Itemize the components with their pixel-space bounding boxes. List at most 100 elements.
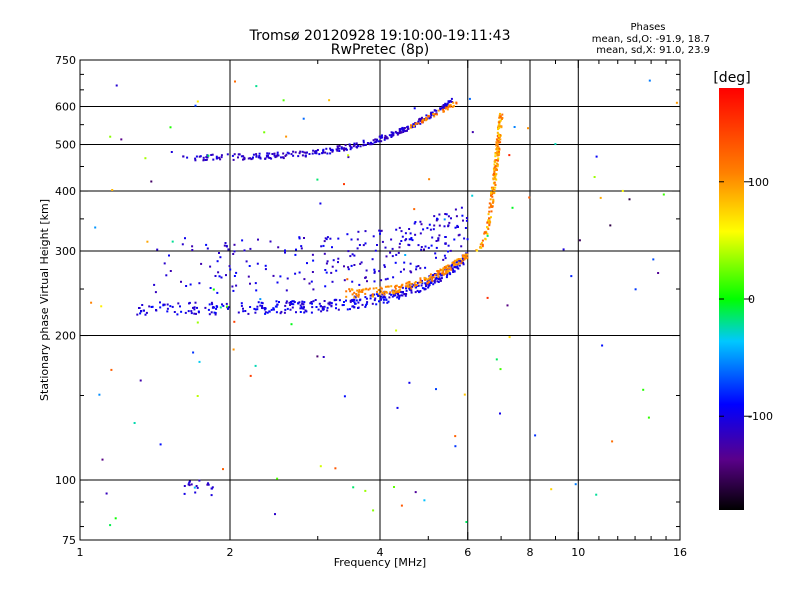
echo-point — [376, 138, 379, 141]
echo-point — [402, 291, 404, 293]
echo-point — [188, 480, 191, 483]
echo-point — [451, 261, 454, 264]
echo-point — [403, 293, 406, 295]
echo-point — [449, 104, 451, 107]
echo-point — [303, 301, 306, 304]
echo-point — [343, 265, 345, 268]
echo-point — [162, 304, 165, 307]
echo-point — [242, 310, 245, 313]
echo-point — [359, 298, 362, 301]
echo-point — [457, 263, 460, 266]
echo-point — [419, 119, 422, 122]
echo-point — [322, 356, 325, 358]
echo-point — [454, 226, 457, 229]
echo-point — [251, 157, 254, 160]
echo-point — [171, 240, 174, 243]
echo-point — [481, 239, 484, 242]
echo-point — [436, 113, 438, 116]
echo-point — [169, 126, 172, 129]
echo-point — [315, 150, 318, 153]
echo-point — [200, 262, 203, 265]
echo-point — [409, 262, 412, 265]
echo-point — [431, 276, 434, 279]
echo-point — [410, 291, 413, 294]
echo-point — [459, 259, 462, 262]
echo-point — [350, 146, 353, 149]
echo-point — [410, 238, 413, 241]
echo-point — [496, 159, 499, 162]
echo-point — [280, 310, 283, 313]
echo-point — [437, 109, 440, 112]
echo-point — [181, 243, 184, 246]
echo-point — [383, 298, 385, 301]
echo-point — [196, 306, 198, 309]
echo-point — [407, 127, 410, 130]
echo-point — [438, 234, 441, 237]
echo-point — [206, 483, 209, 486]
x-axis: 1 2 4 6 8 10 16 — [77, 60, 687, 559]
y-tick-label: 600 — [55, 101, 76, 114]
echo-point — [397, 294, 400, 297]
echo-point — [371, 302, 374, 305]
echo-point — [324, 285, 327, 288]
chart-subtitle: RwPretec (8p) — [331, 42, 429, 58]
echo-point — [211, 303, 214, 306]
echo-point — [353, 291, 356, 294]
echo-point — [189, 283, 192, 286]
echo-point — [225, 274, 227, 277]
echo-point — [468, 97, 471, 100]
echo-point — [298, 271, 301, 274]
echo-point — [268, 152, 271, 155]
echo-point — [404, 254, 407, 256]
echo-point — [357, 230, 360, 233]
echo-point — [197, 310, 200, 313]
echo-point — [414, 284, 417, 286]
echo-point — [497, 149, 500, 152]
echo-point — [210, 311, 213, 314]
echo-point — [312, 300, 315, 303]
echo-point — [411, 239, 414, 242]
echo-point — [382, 301, 385, 304]
echo-point — [403, 268, 405, 271]
echo-point — [301, 154, 304, 157]
echo-point — [383, 293, 386, 296]
echo-point — [445, 276, 448, 279]
echo-point — [420, 223, 423, 226]
echo-point — [350, 288, 353, 291]
echo-point — [317, 308, 320, 311]
echo-point — [418, 281, 421, 284]
echo-point — [312, 259, 315, 262]
echo-point — [486, 232, 489, 235]
echo-point — [381, 240, 384, 243]
echo-point — [451, 263, 454, 266]
echo-point — [593, 176, 596, 178]
echo-point — [303, 306, 305, 309]
echo-point — [431, 279, 434, 282]
echo-point — [180, 310, 183, 313]
echo-point — [499, 115, 502, 118]
echo-point — [298, 237, 301, 240]
echo-point — [437, 237, 440, 240]
echo-point — [453, 105, 455, 108]
echo-point — [335, 307, 337, 310]
echo-point — [356, 144, 359, 147]
echo-point — [327, 302, 330, 305]
echo-point — [466, 253, 469, 256]
echo-point — [311, 253, 314, 256]
echo-point — [496, 168, 498, 171]
echo-point — [144, 157, 147, 160]
echo-point — [407, 286, 410, 289]
echo-point — [385, 290, 388, 293]
echo-point — [489, 203, 492, 206]
echo-point — [219, 256, 222, 259]
echo-point — [411, 126, 414, 129]
echo-point — [499, 368, 502, 371]
echo-point — [430, 112, 433, 115]
echo-point — [349, 300, 352, 303]
echo-point — [497, 140, 500, 143]
echo-point — [374, 297, 377, 300]
echo-point — [435, 109, 438, 112]
echo-point — [179, 305, 181, 308]
echo-point — [290, 323, 293, 326]
echo-point — [315, 152, 318, 155]
